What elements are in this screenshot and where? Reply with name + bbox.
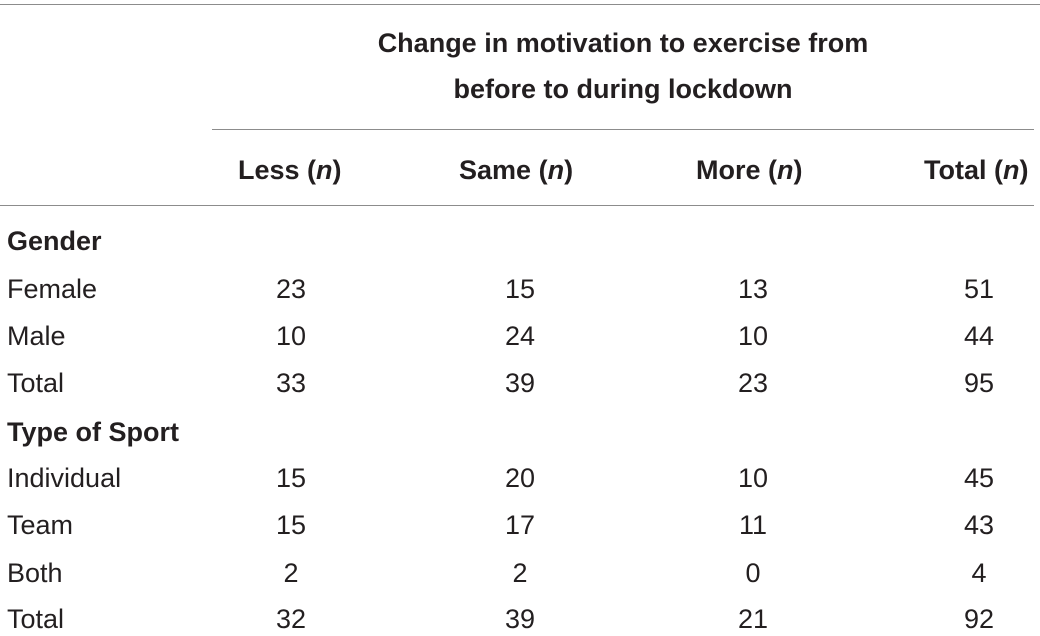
table-cell: 4 [971, 558, 987, 588]
table-cell: 15 [504, 274, 536, 304]
table-cell: 21 [737, 604, 769, 634]
table-cell: 2 [283, 558, 299, 588]
table-cell: 44 [963, 321, 995, 351]
table-cell: 20 [504, 463, 536, 493]
table-cell: 23 [275, 274, 307, 304]
table-cell: 13 [737, 274, 769, 304]
table-cell: 2 [512, 558, 528, 588]
column-header-total: Total (n) [924, 155, 1029, 185]
table-cell: 10 [737, 463, 769, 493]
row-label-total: Total [7, 604, 65, 634]
table-cell: 39 [504, 368, 536, 398]
table-cell: 32 [275, 604, 307, 634]
table-cell: 15 [275, 463, 307, 493]
table-cell: 11 [738, 510, 768, 540]
row-label-both: Both [7, 558, 63, 588]
table-cell: 10 [275, 321, 307, 351]
table-cell: 51 [963, 274, 995, 304]
section-heading-type-of-sport: Type of Sport [7, 417, 179, 447]
table-cell: 33 [275, 368, 307, 398]
spanner-header-line-1: Change in motivation to exercise from [377, 28, 869, 58]
table-cell: 45 [963, 463, 995, 493]
column-header-same: Same (n) [459, 155, 574, 185]
column-header-less: Less (n) [238, 155, 342, 185]
column-header-more: More (n) [696, 155, 803, 185]
table-cell: 17 [504, 510, 536, 540]
table-cell: 0 [745, 558, 761, 588]
row-label-team: Team [7, 510, 74, 540]
table-cell: 24 [504, 321, 536, 351]
row-label-female: Female [7, 274, 98, 304]
table-cell: 15 [275, 510, 307, 540]
table-cell: 95 [963, 368, 995, 398]
table-cell: 23 [737, 368, 769, 398]
table-cell: 39 [504, 604, 536, 634]
header-bottom-rule [0, 205, 1034, 206]
spanner-rule [212, 129, 1034, 130]
section-heading-gender: Gender [7, 226, 102, 256]
table-cell: 92 [963, 604, 995, 634]
spanner-header-line-2: before to during lockdown [453, 74, 793, 104]
row-label-total: Total [7, 368, 65, 398]
row-label-individual: Individual [7, 463, 122, 493]
table-cell: 10 [737, 321, 769, 351]
table-top-rule [0, 4, 1040, 5]
row-label-male: Male [7, 321, 66, 351]
table-cell: 43 [963, 510, 995, 540]
